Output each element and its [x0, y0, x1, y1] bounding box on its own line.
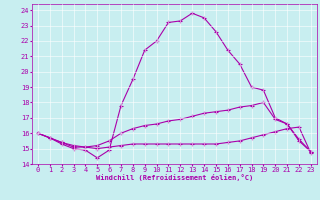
X-axis label: Windchill (Refroidissement éolien,°C): Windchill (Refroidissement éolien,°C): [96, 174, 253, 181]
